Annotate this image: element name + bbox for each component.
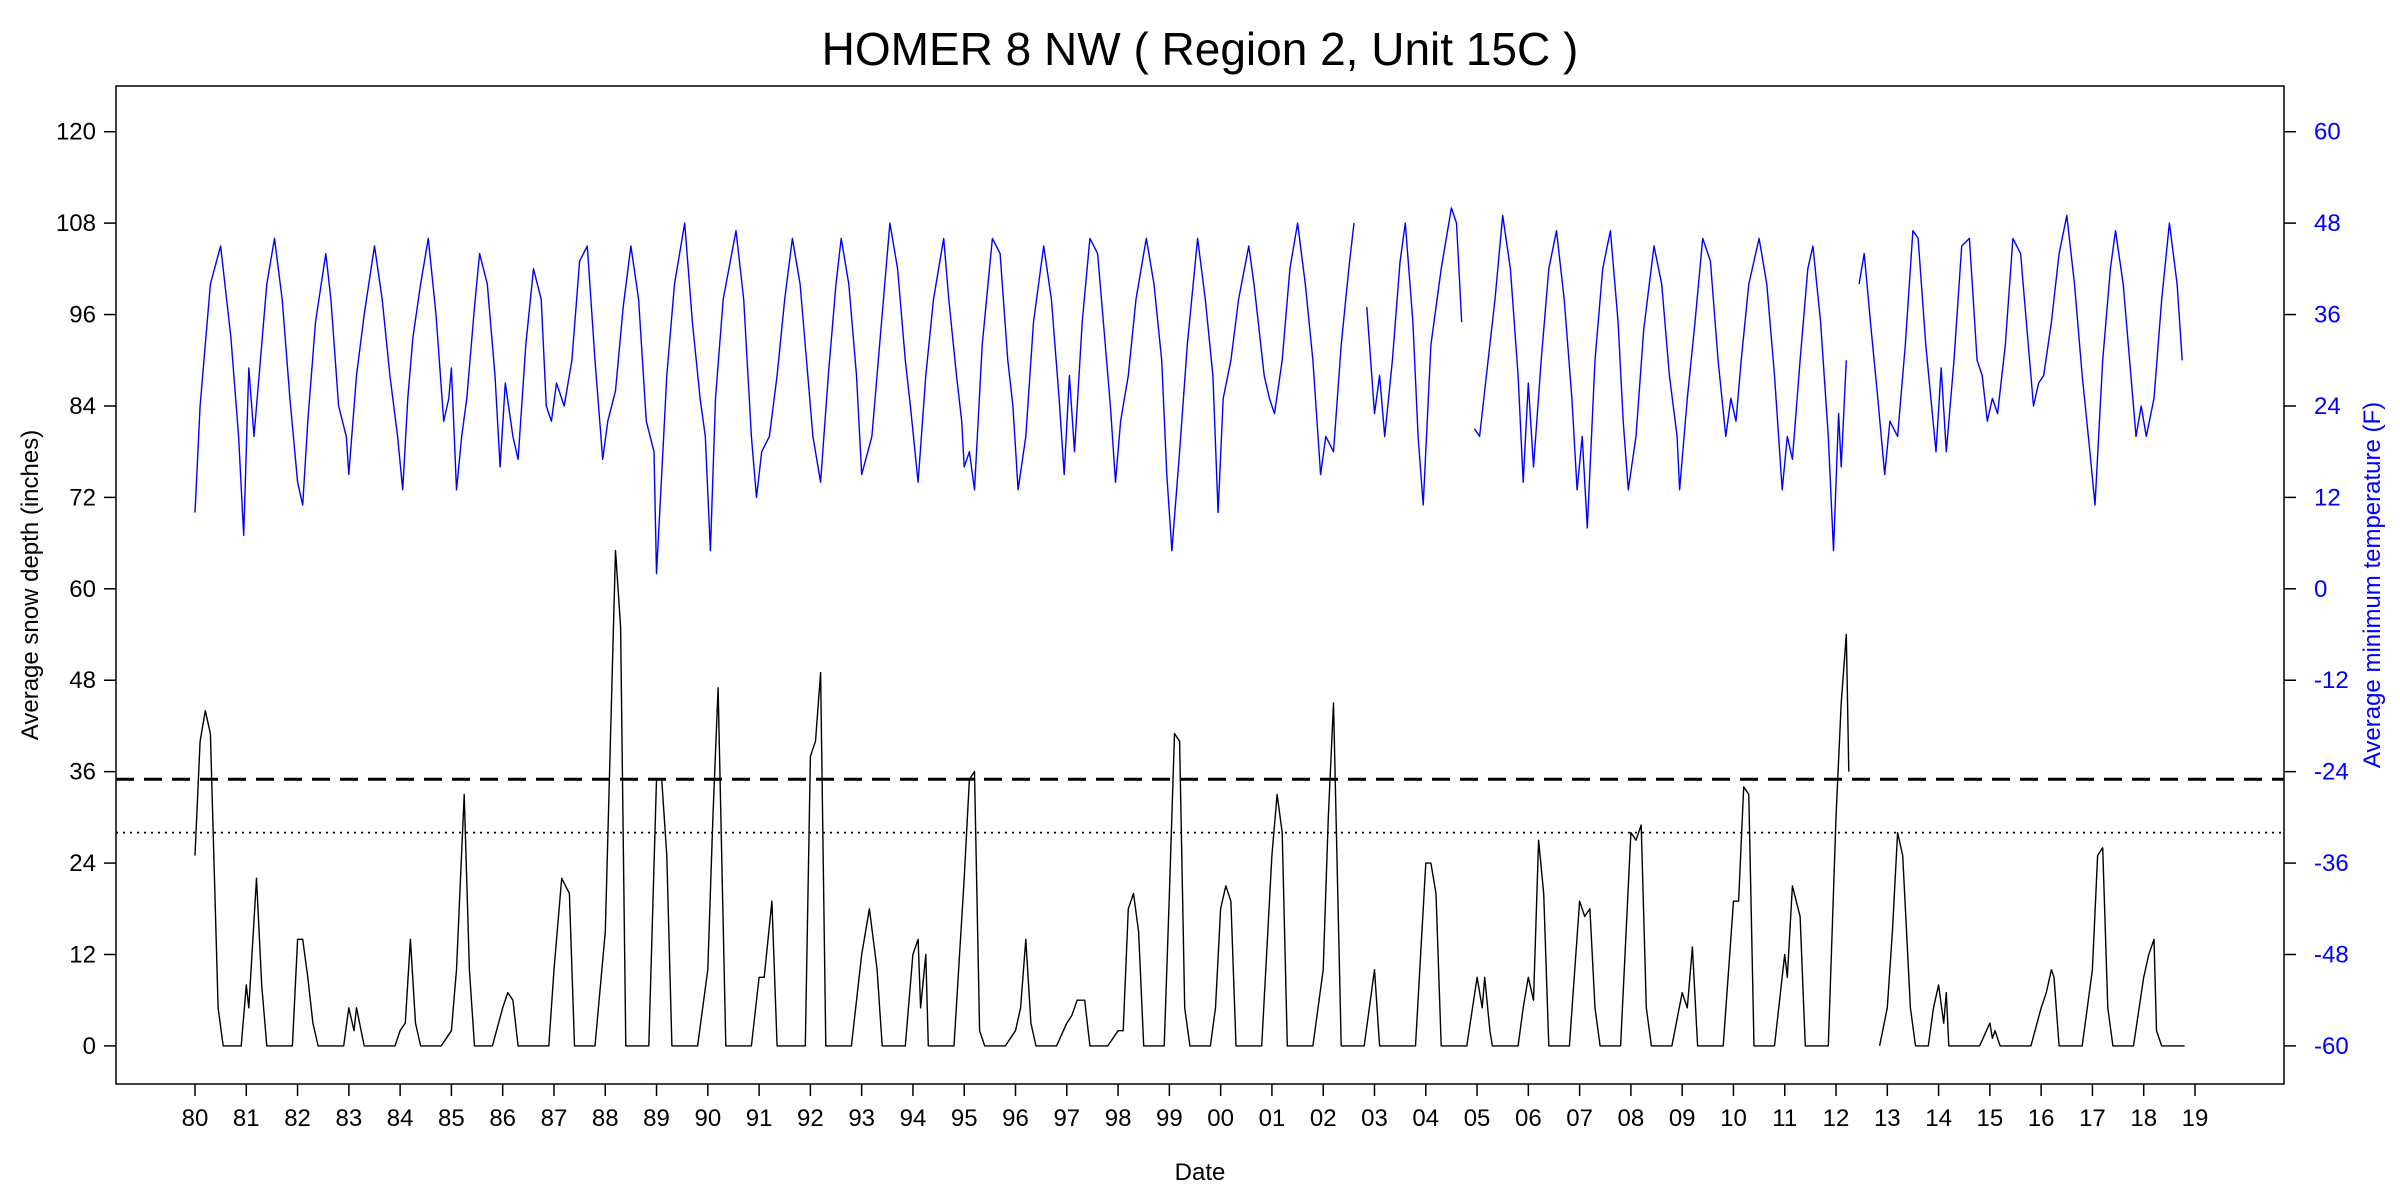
y-tick-label-left: 96	[69, 302, 96, 329]
x-tick-label: 88	[592, 1105, 619, 1132]
x-tick-label: 16	[2028, 1105, 2055, 1132]
x-tick-label: 87	[541, 1105, 568, 1132]
x-tick-label: 08	[1618, 1105, 1645, 1132]
x-axis-label: Date	[1175, 1159, 1226, 1186]
y-tick-label-right: -48	[2314, 941, 2349, 968]
x-tick-label: 09	[1669, 1105, 1696, 1132]
temperature-series-line-2	[194, 222, 1355, 575]
y-tick-label-right: 36	[2314, 302, 2341, 329]
x-tick-label: 07	[1566, 1105, 1593, 1132]
x-tick-label: 03	[1361, 1105, 1388, 1132]
x-tick-label: 01	[1259, 1105, 1286, 1132]
x-tick-label: 97	[1053, 1105, 1080, 1132]
y-tick-label-right: -12	[2314, 667, 2349, 694]
y-tick-label-right: 48	[2314, 210, 2341, 237]
x-tick-label: 98	[1105, 1105, 1132, 1132]
x-tick-label: 19	[2182, 1105, 2209, 1132]
y-axis-label-left: Average snow depth (inches)	[17, 430, 44, 740]
x-tick-label: 89	[643, 1105, 670, 1132]
x-tick-label: 93	[848, 1105, 875, 1132]
y-tick-label-right: 0	[2314, 576, 2327, 603]
x-tick-label: 99	[1156, 1105, 1183, 1132]
y-tick-label-left: 36	[69, 759, 96, 786]
y-tick-label-right: 60	[2314, 119, 2341, 146]
x-tick-label: 17	[2079, 1105, 2106, 1132]
y-tick-label-right: 24	[2314, 393, 2341, 420]
x-tick-label: 80	[182, 1105, 209, 1132]
temperature-series-line-5	[1858, 214, 2183, 506]
x-tick-label: 10	[1720, 1105, 1747, 1132]
x-tick-label: 92	[797, 1105, 824, 1132]
x-tick-label: 96	[1002, 1105, 1029, 1132]
x-tick-label: 13	[1874, 1105, 1901, 1132]
y-tick-label-right: -24	[2314, 759, 2349, 786]
snow-depth-series-line-1	[1878, 831, 2185, 1047]
y-tick-label-right: 12	[2314, 484, 2341, 511]
bottom-axis: 80 81 82 83 84 85 86 87 88 89 90 91 92 93 94 95 96 97 98 99…	[182, 1084, 2209, 1132]
x-tick-label: 82	[284, 1105, 311, 1132]
x-tick-label: 85	[438, 1105, 465, 1132]
x-tick-label: 91	[746, 1105, 773, 1132]
y-tick-label-right: -60	[2314, 1033, 2349, 1060]
y-tick-label-right: -36	[2314, 850, 2349, 877]
temperature-series-line-3	[1366, 207, 1463, 506]
y-tick-label-left: 0	[83, 1033, 96, 1060]
chart-title: HOMER 8 NW ( Region 2, Unit 15C )	[822, 23, 1579, 75]
x-tick-label: 95	[951, 1105, 978, 1132]
x-tick-label: 05	[1464, 1105, 1491, 1132]
y-tick-label-left: 84	[69, 393, 96, 420]
x-tick-label: 84	[387, 1105, 414, 1132]
y-axis-label-right: Average minimum temperature (F)	[2359, 402, 2386, 768]
y-tick-label-left: 60	[69, 576, 96, 603]
left-axis: 0 12 24 36 48 60 72 84 96 108 120	[56, 119, 116, 1060]
x-tick-label: 15	[1977, 1105, 2004, 1132]
x-tick-label: 12	[1823, 1105, 1850, 1132]
x-tick-label: 06	[1515, 1105, 1542, 1132]
x-tick-label: 83	[335, 1105, 362, 1132]
x-tick-label: 94	[900, 1105, 927, 1132]
plot-frame	[115, 85, 2285, 1085]
y-tick-label-left: 120	[56, 119, 96, 146]
x-tick-label: 81	[233, 1105, 260, 1132]
x-tick-label: 11	[1772, 1105, 1797, 1132]
x-tick-label: 14	[1925, 1105, 1952, 1132]
y-tick-label-left: 72	[69, 484, 96, 511]
x-tick-label: 86	[489, 1105, 516, 1132]
y-tick-label-left: 12	[69, 941, 96, 968]
x-tick-label: 04	[1412, 1105, 1439, 1132]
x-tick-label: 02	[1310, 1105, 1337, 1132]
series-layer	[194, 207, 2185, 1047]
y-tick-label-left: 24	[69, 850, 96, 877]
x-tick-label: 90	[694, 1105, 721, 1132]
temperature-series-line-4	[1473, 214, 1847, 552]
y-tick-label-left: 108	[56, 210, 96, 237]
x-tick-label: 18	[2130, 1105, 2157, 1132]
x-tick-label: 00	[1207, 1105, 1234, 1132]
right-axis: -60 -48 -36 -24 -12 0 12 24 36 48 60	[2284, 119, 2349, 1060]
reference-lines	[116, 777, 2284, 834]
snow-depth-series-line-0	[194, 550, 1850, 1047]
y-tick-label-left: 48	[69, 667, 96, 694]
